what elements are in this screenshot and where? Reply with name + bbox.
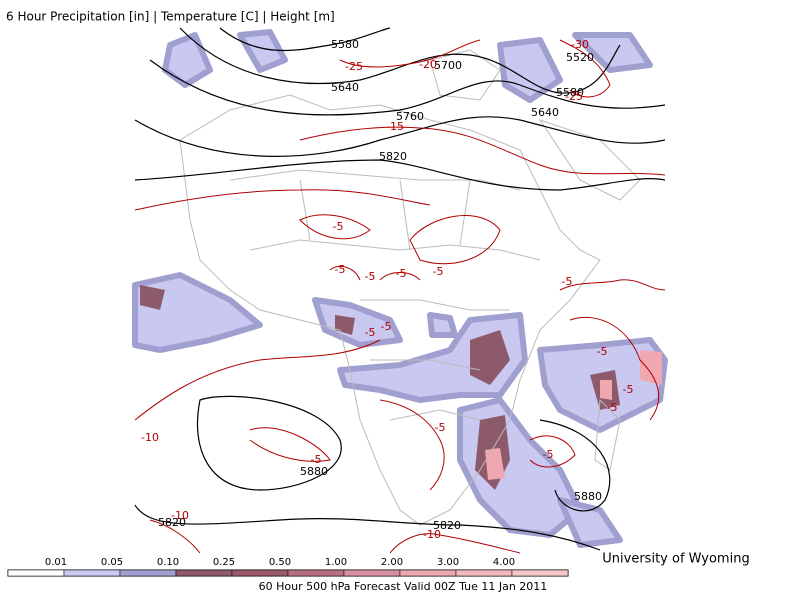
temperature-label: -5 (335, 263, 346, 276)
map-area: 5580 5640 5700 5760 5820 5520 5580 5640 5880 5880… (132, 27, 668, 554)
height-label: 5880 (300, 465, 328, 478)
legend-swatch (343, 569, 401, 577)
height-label: 5640 (531, 106, 559, 119)
country-borders (179, 49, 641, 526)
legend-tick-label: 0.25 (213, 557, 235, 568)
legend-tick-label: 4.00 (493, 557, 515, 568)
temperature-label: -5 (333, 220, 344, 233)
legend-tick-label: 0.50 (269, 557, 291, 568)
temperature-label: -30 (571, 38, 589, 51)
temperature-label: -5 (543, 448, 554, 461)
legend-swatch (63, 569, 121, 577)
temperature-label: -5 (381, 320, 392, 333)
credit: University of Wyoming (602, 552, 749, 567)
temperature-label: -5 (365, 270, 376, 283)
height-label: 5580 (556, 86, 584, 99)
footer: 60 Hour 500 hPa Forecast Valid 00Z Tue 1… (259, 580, 548, 593)
legend-swatch (511, 569, 569, 577)
height-label: 5760 (396, 110, 424, 123)
height-label: 5520 (566, 51, 594, 64)
temperature-label: -10 (141, 431, 159, 444)
legend-tick-label: 1.00 (325, 557, 347, 568)
temperature-label: -5 (597, 345, 608, 358)
temperature-label: -25 (345, 60, 363, 73)
legend-swatch (455, 569, 513, 577)
legend-swatch (399, 569, 457, 577)
temperature-label: -10 (423, 528, 441, 541)
legend-tick-label: 0.05 (101, 557, 123, 568)
legend: 0.01 0.05 0.10 0.25 0.50 1.00 2.00 3.00 4.00 (7, 557, 569, 577)
legend-tick-label: 3.00 (437, 557, 459, 568)
temperature-contours (134, 39, 666, 554)
height-label: 5820 (433, 519, 461, 532)
temperature-label: -20 (419, 58, 437, 71)
temperature-label: -5 (562, 275, 573, 288)
legend-swatch (119, 569, 177, 577)
temperature-label: -5 (365, 326, 376, 339)
precipitation-extreme (485, 350, 662, 480)
legend-swatch (7, 569, 65, 577)
height-contours (134, 27, 666, 551)
temperature-label: -5 (433, 265, 444, 278)
legend-swatch (287, 569, 345, 577)
temperature-label: -5 (607, 401, 618, 414)
map-title: 6 Hour Precipitation [in] | Temperature … (6, 10, 335, 24)
height-label: 5580 (331, 38, 359, 51)
temperature-label: -5 (623, 383, 634, 396)
temperature-label: -25 (565, 90, 583, 103)
legend-tick-label: 0.01 (45, 557, 67, 568)
legend-swatch (175, 569, 233, 577)
contour-labels: 5580 5640 5700 5760 5820 5520 5580 5640 5880 5880… (141, 38, 633, 541)
temperature-label: -10 (171, 509, 189, 522)
temperature-label: -5 (311, 453, 322, 466)
temperature-label: -15 (386, 120, 404, 133)
height-label: 5700 (434, 59, 462, 72)
legend-tick-label: 2.00 (381, 557, 403, 568)
height-label: 5820 (379, 150, 407, 163)
height-label: 5820 (158, 516, 186, 529)
height-label: 5640 (331, 81, 359, 94)
temperature-label: -5 (396, 267, 407, 280)
height-label: 5880 (574, 490, 602, 503)
temperature-label: -5 (435, 421, 446, 434)
legend-swatch (231, 569, 289, 577)
legend-tick-label: 0.10 (157, 557, 179, 568)
